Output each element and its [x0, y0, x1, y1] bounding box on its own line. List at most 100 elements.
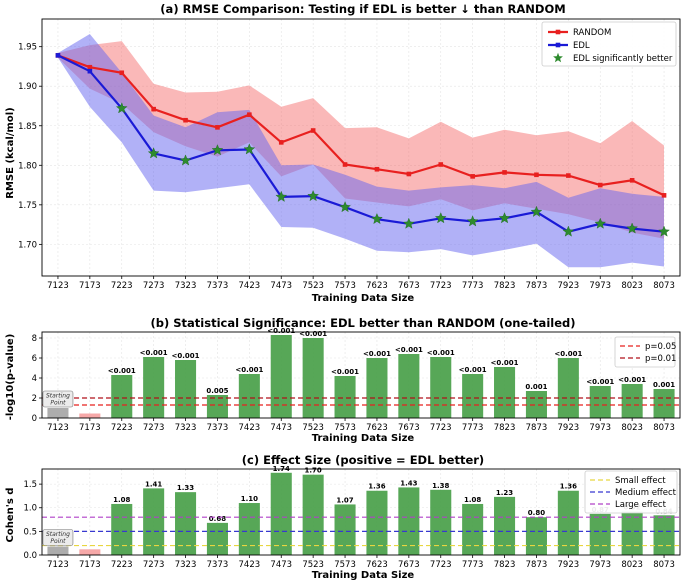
panel-b-legend-label-1: p=0.01 — [645, 354, 676, 364]
panel-c-xtick-7273: 7273 — [143, 560, 165, 570]
significance-star-8023 — [626, 222, 639, 234]
panel-c-xtick-7673: 7673 — [398, 560, 420, 570]
panel-c-xtick-7323: 7323 — [175, 560, 197, 570]
panel-b-bar-label-7723: <0.001 — [427, 349, 455, 357]
panel-c-bar-7623 — [366, 490, 388, 555]
panel-b-bar-7373 — [206, 395, 228, 418]
panel-b-bar-7573 — [334, 376, 356, 418]
panel-a-xtick-7973: 7973 — [589, 281, 611, 291]
panel-c-legend-label-0: Small effect — [615, 476, 666, 486]
legend-label-0: RANDOM — [573, 28, 611, 38]
legend-marker-edl — [555, 42, 561, 48]
panel-b-ytick-0: 0 — [32, 414, 37, 424]
point-random-7523 — [310, 128, 316, 133]
significance-star-7923 — [562, 225, 575, 237]
significance-star-7623 — [371, 212, 383, 225]
panel-c-xtick-7223: 7223 — [111, 560, 133, 570]
panel-c-starting-point-line1: Starting — [46, 531, 70, 538]
panel-c-bar-label-7323: 1.33 — [177, 484, 194, 492]
panel-c-bar-8023 — [621, 511, 643, 555]
significance-star-7673 — [402, 217, 415, 229]
panel-b-ytick-6: 6 — [32, 354, 37, 364]
panel-c-xtick-7123: 7123 — [47, 560, 69, 570]
panel-b-starting-point-box — [42, 390, 74, 408]
panel-c-bar-7823 — [494, 496, 516, 555]
panel-c-bar-7973 — [589, 513, 611, 555]
line-random — [57, 54, 665, 197]
point-random-7173 — [87, 64, 93, 70]
panel-b-bar-8023 — [621, 384, 643, 418]
panel-b-xtick-7873: 7873 — [526, 423, 548, 433]
point-random-7373 — [215, 125, 220, 130]
panel-b-bar-label-7973: <0.001 — [586, 378, 614, 386]
panel-c-bar-label-7673: 1.43 — [400, 479, 417, 487]
panel-b-bar-label-8023: <0.001 — [618, 376, 646, 384]
panel-c-xtick-7623: 7623 — [366, 560, 388, 570]
panel-a-xtick-7273: 7273 — [143, 281, 165, 291]
significance-star-7873 — [530, 205, 543, 217]
point-random-7623 — [374, 166, 380, 172]
panel-b-legend: p=0.05 p=0.01 — [614, 336, 676, 368]
panel-b-bar-label-7223: <0.001 — [108, 367, 136, 375]
panel-b-bar-7923 — [557, 358, 579, 418]
panel-b-xtick-7623: 7623 — [366, 423, 388, 433]
panel-c-bar-7773 — [462, 503, 484, 555]
panel-a-title: (a) RMSE Comparison: Testing if EDL is b… — [160, 2, 565, 16]
panel-b-plot-frame — [41, 331, 681, 419]
significance-star-7723 — [434, 212, 447, 224]
point-random-8023 — [629, 178, 635, 183]
panel-c-plot-frame — [41, 468, 681, 556]
panel-c-bar-label-7623: 1.36 — [368, 483, 385, 491]
panel-b-bar-label-7873: 0.001 — [525, 383, 547, 391]
point-random-7673 — [406, 171, 412, 177]
panel-a-xtick-7673: 7673 — [398, 281, 420, 291]
panel-a-xtick-7173: 7173 — [79, 281, 101, 291]
panel-b-bar-7973 — [589, 386, 611, 418]
panel-a-legend-box — [541, 21, 677, 67]
panel-a-xtick-7823: 7823 — [494, 281, 516, 291]
panel-b-xtick-7123: 7123 — [47, 423, 69, 433]
point-random-7973 — [597, 182, 603, 188]
panel-a-xtick-7773: 7773 — [462, 281, 484, 291]
panel-b-ytick-4: 4 — [32, 374, 37, 384]
significance-star-7473 — [275, 190, 288, 202]
panel-c-ytick-1.5: 1.5 — [23, 480, 37, 490]
panel-a-xtick-8023: 8023 — [621, 281, 643, 291]
panel-b-ytick-8: 8 — [32, 334, 37, 344]
panel-c-xtick-7773: 7773 — [462, 560, 484, 570]
point-random-7273 — [151, 106, 156, 112]
panel-c-bar-label-7273: 1.41 — [145, 480, 162, 488]
panel-a-xtick-7623: 7623 — [366, 281, 388, 291]
panel-b-xtick-7323: 7323 — [175, 423, 197, 433]
panel-b-bar-7223 — [111, 375, 133, 418]
panel-c-xtick-7423: 7423 — [239, 560, 261, 570]
panel-b-bar-7173 — [79, 413, 101, 418]
panel-c-bar-label-7523: 1.70 — [305, 467, 322, 475]
panel-a-ytick-1.75: 1.75 — [18, 201, 37, 211]
panel-c-title: (c) Effect Size (positive = EDL better) — [242, 453, 484, 467]
point-edl-7173 — [87, 68, 93, 74]
panel-c-bar-label-7773: 1.08 — [464, 496, 481, 504]
panel-b-ytick-2: 2 — [32, 394, 37, 404]
panel-b-y-axis-label: -log10(p-value) — [5, 334, 16, 421]
panel-b-bar-8073 — [653, 389, 675, 418]
panel-a-ytick-1.80: 1.80 — [18, 161, 37, 171]
panel-c-bar-7673 — [398, 487, 420, 555]
significance-star-8073 — [658, 225, 670, 237]
panel-c-xtick-7473: 7473 — [270, 560, 292, 570]
panel-c-bar-label-7373: 0.68 — [209, 515, 226, 523]
panel-c-ytick-0.0: 0.0 — [23, 551, 37, 561]
panel-c-bar-7223 — [111, 503, 133, 555]
panel-c-bar-7273 — [143, 488, 165, 555]
panel-b-bar-label-7373: 0.005 — [206, 387, 228, 395]
panel-c-bar-label-7723: 1.38 — [432, 482, 449, 490]
panel-b-bar-label-7323: <0.001 — [172, 352, 200, 360]
panel-c-bar-7173 — [79, 549, 101, 555]
panel-a-xtick-7923: 7923 — [558, 281, 580, 291]
panel-c-ytick-1.0: 1.0 — [23, 504, 37, 514]
point-random-7423 — [247, 112, 252, 117]
panel-c-legend-label-1: Medium effect — [615, 488, 677, 498]
panel-a-ytick-1.85: 1.85 — [18, 122, 37, 132]
legend-label-1: EDL — [573, 41, 590, 51]
